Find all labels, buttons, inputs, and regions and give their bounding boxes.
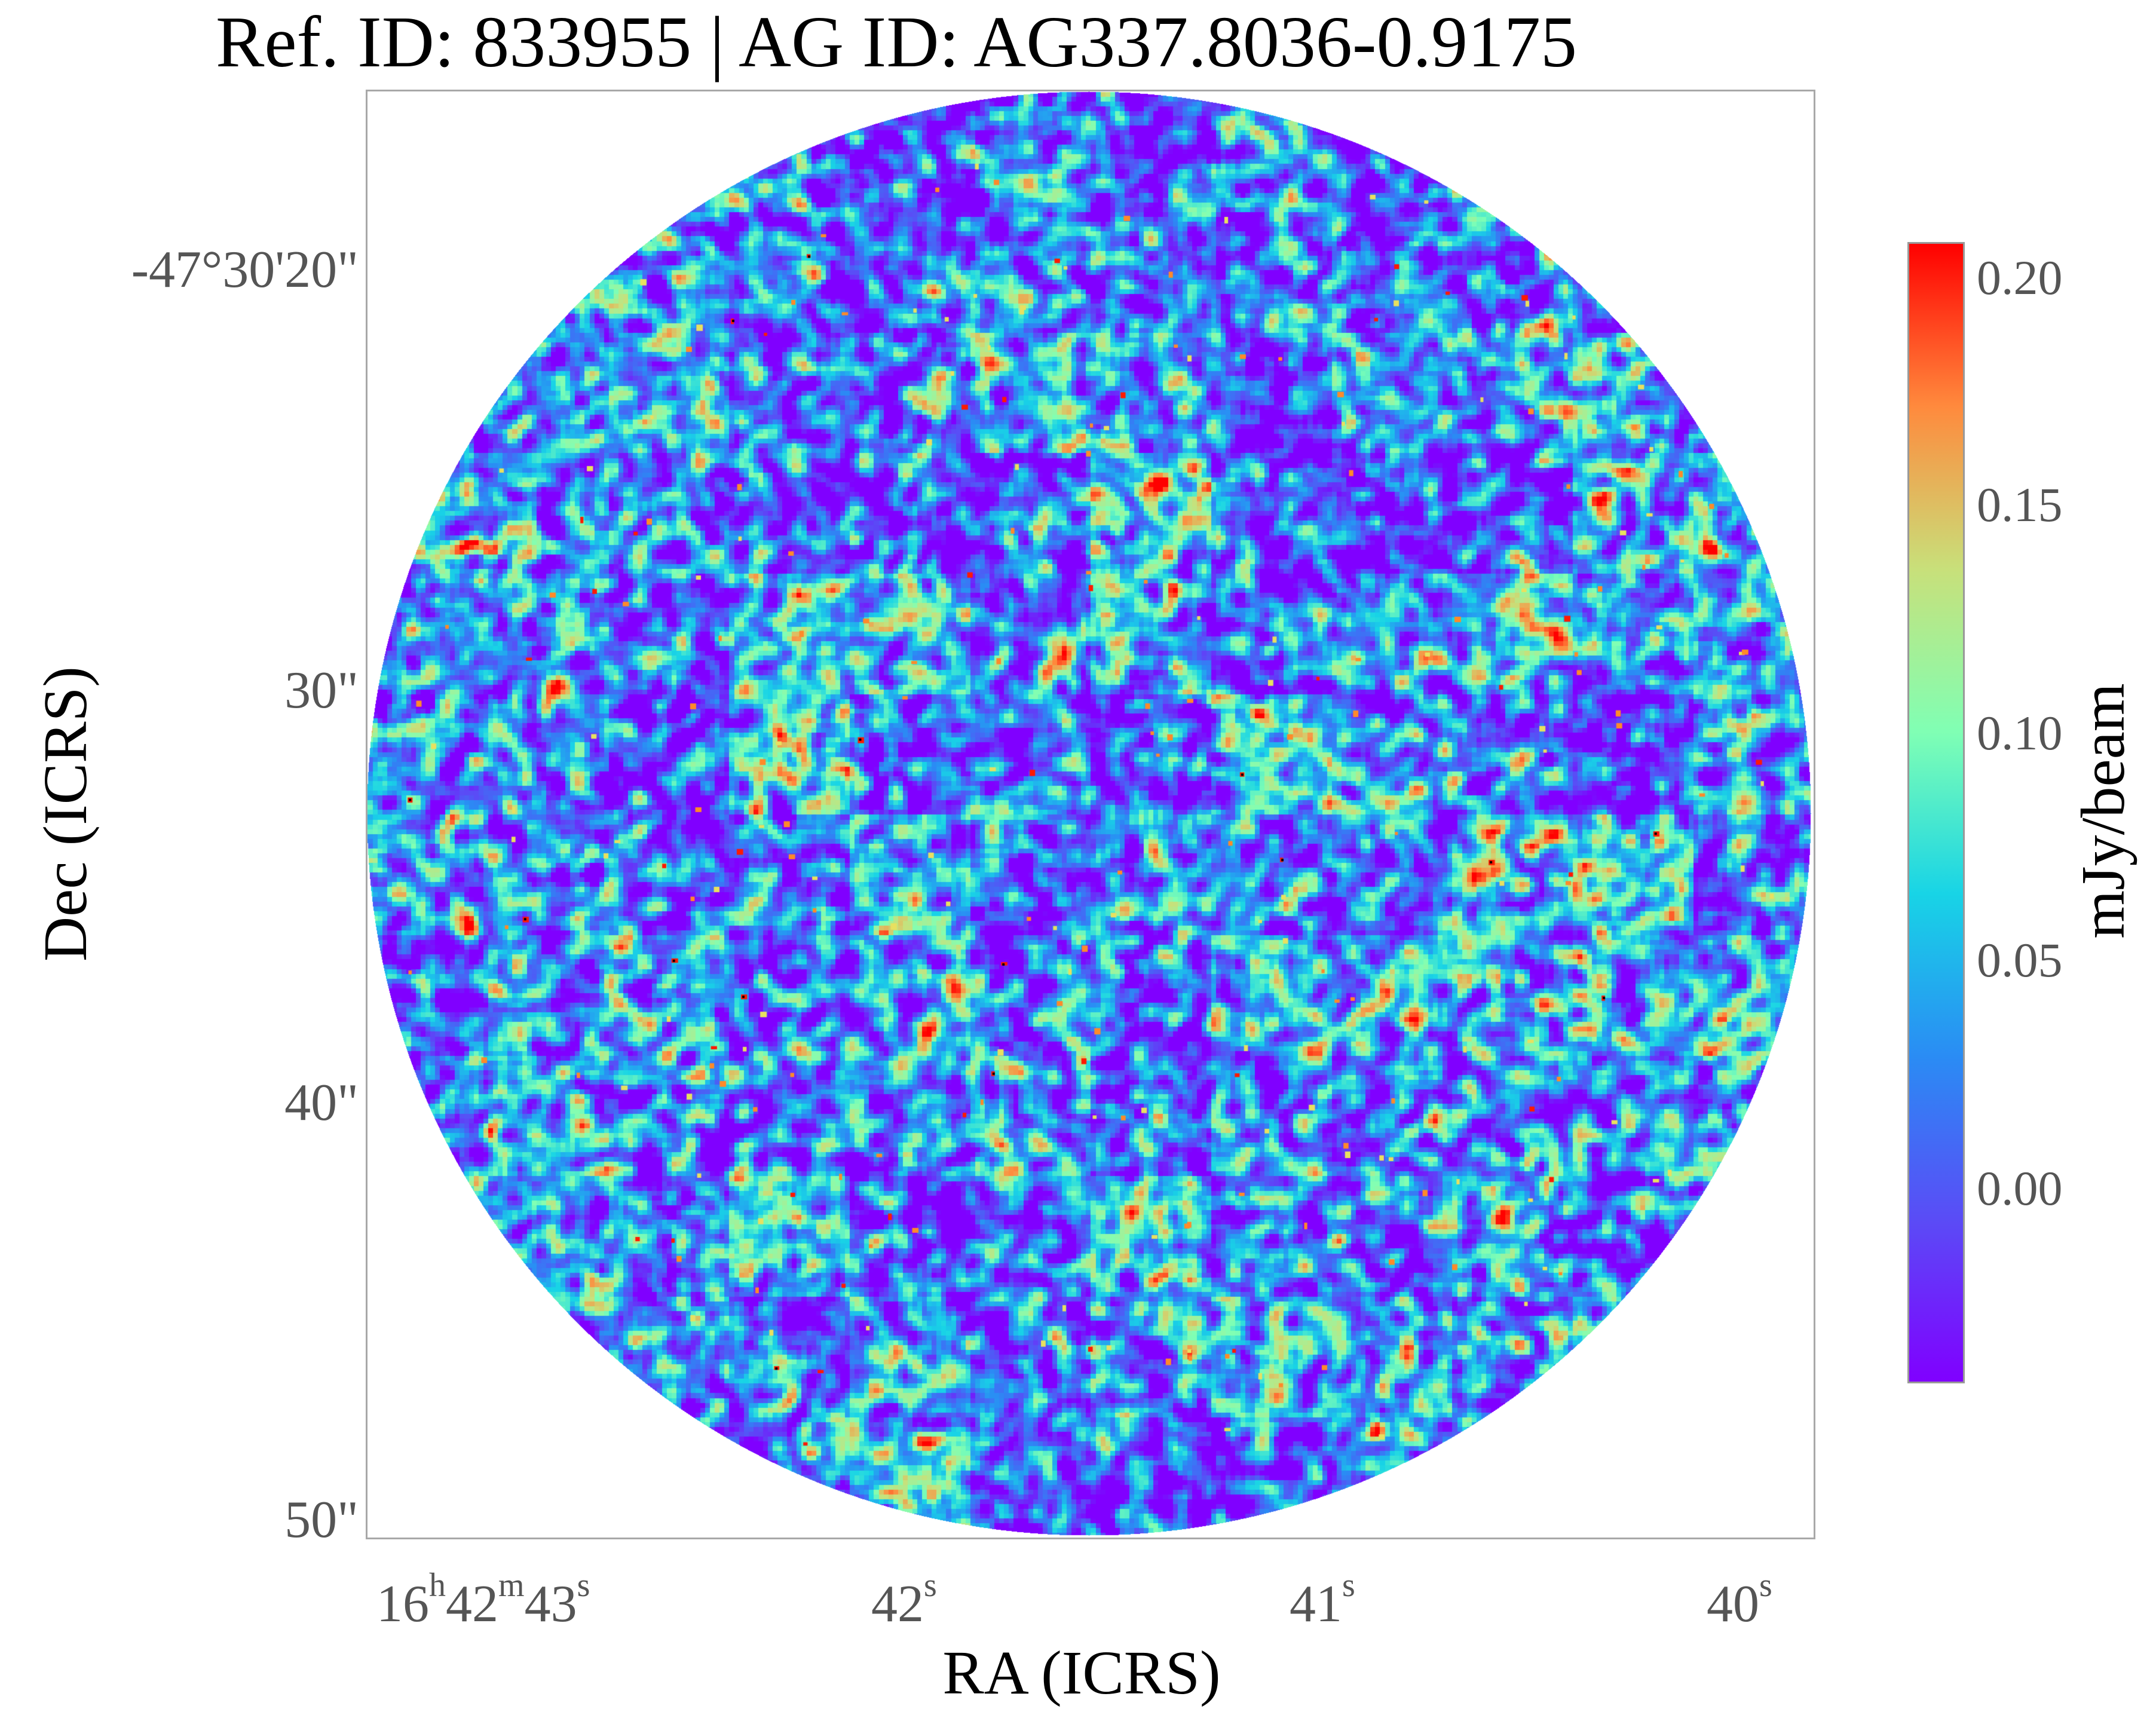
y-tick-label: 30"	[284, 662, 359, 719]
x-tick-label: 42s	[871, 1567, 937, 1633]
intensity-map	[368, 91, 1814, 1538]
colorbar-tick-label: 0.00	[1977, 1161, 2063, 1215]
x-tick-label: 40s	[1707, 1567, 1772, 1633]
x-axis-label: RA (ICRS)	[942, 1639, 1221, 1707]
colorbar	[1907, 242, 1965, 1383]
y-tick-label: -47°30'20"	[131, 241, 359, 299]
x-tick-label: 16h42m43s	[376, 1567, 590, 1633]
y-axis-label: Dec (ICRS)	[31, 666, 100, 961]
y-tick-label: 50"	[284, 1491, 359, 1549]
image-frame	[366, 90, 1815, 1539]
y-tick-label: 40"	[284, 1074, 359, 1132]
colorbar-tick-label: 0.15	[1977, 477, 2063, 532]
x-tick-label: 41s	[1290, 1567, 1355, 1633]
colorbar-tick-label: 0.05	[1977, 933, 2063, 987]
colorbar-label: mJy/beam	[2069, 683, 2137, 939]
colorbar-tick-label: 0.20	[1977, 250, 2063, 305]
plot-title: Ref. ID: 833955 | AG ID: AG337.8036-0.91…	[216, 2, 1577, 82]
colorbar-tick-label: 0.10	[1977, 706, 2063, 760]
